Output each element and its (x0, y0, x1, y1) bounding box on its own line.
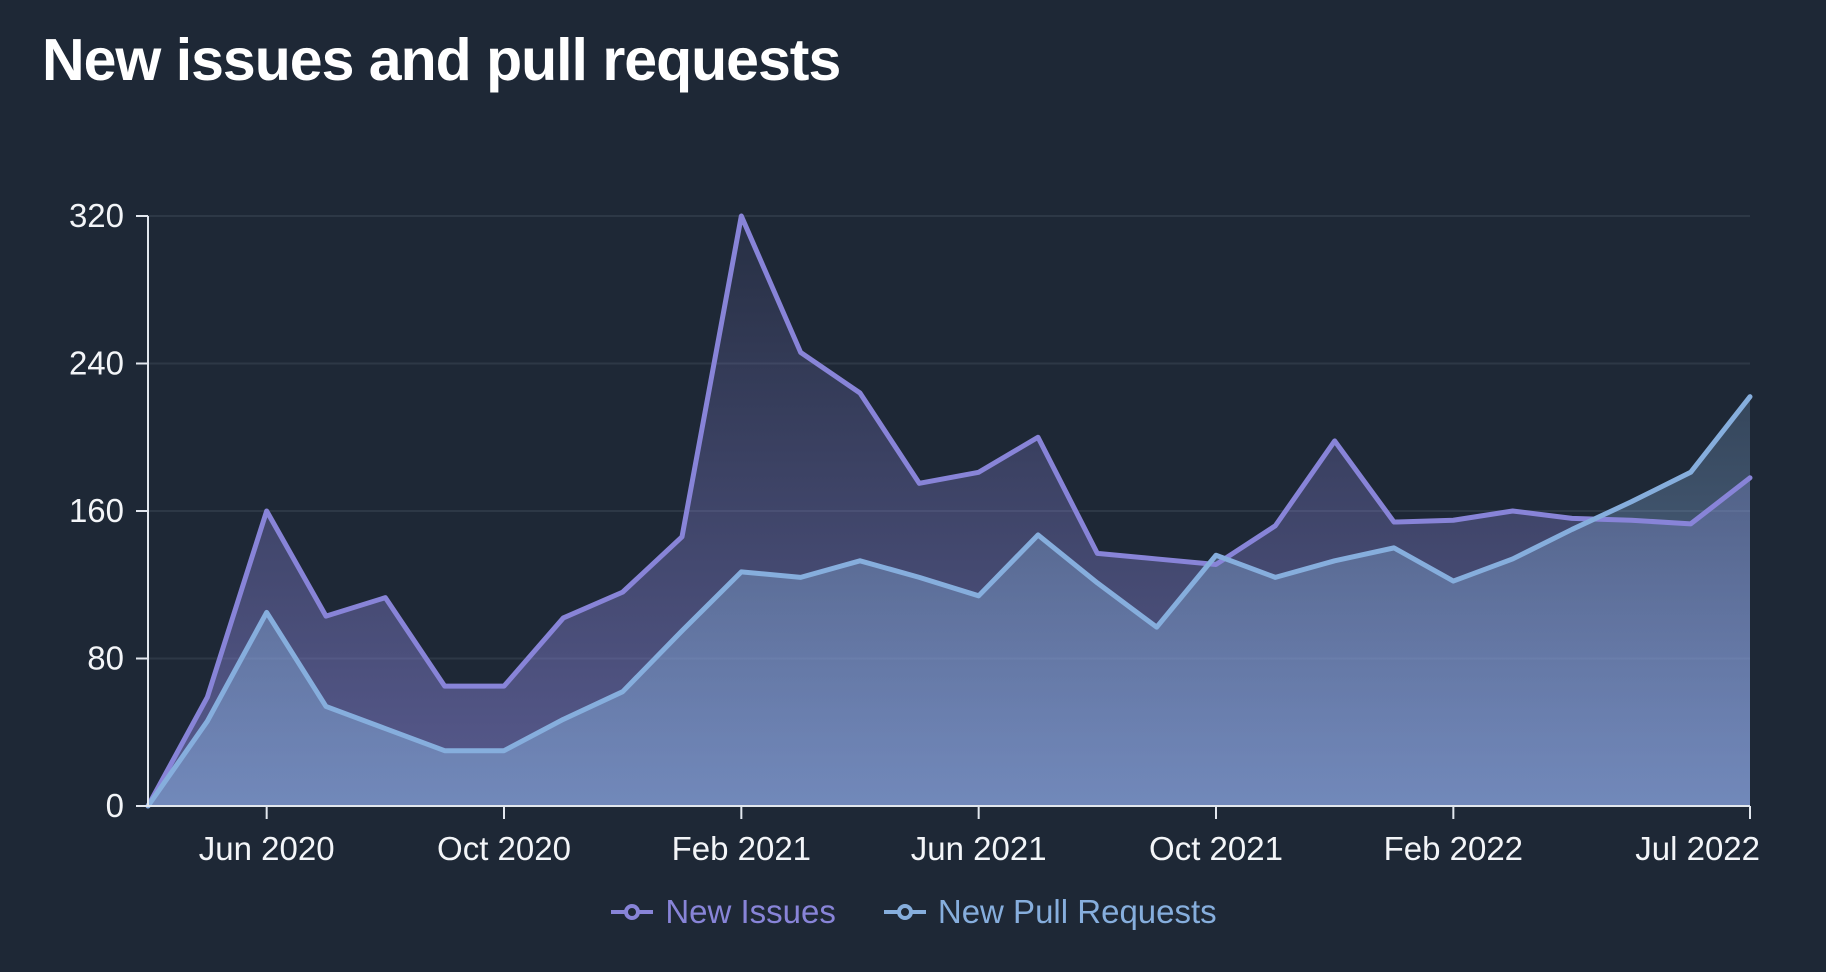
line-marker-icon (883, 904, 926, 920)
svg-text:Jun 2020: Jun 2020 (199, 830, 335, 867)
chart-title: New issues and pull requests (42, 27, 841, 93)
line-marker-icon (611, 904, 654, 920)
series-areas (148, 216, 1750, 806)
axis-labels: 0 80 160 240 320 Jun 2020 Oct 2020 Feb 2021 Jun … (69, 197, 1760, 867)
svg-text:240: 240 (69, 345, 124, 382)
svg-text:0: 0 (106, 787, 124, 824)
svg-text:160: 160 (69, 492, 124, 529)
svg-text:320: 320 (69, 197, 124, 234)
legend-label-new-issues: New Issues (665, 893, 836, 930)
svg-text:80: 80 (87, 640, 124, 677)
svg-text:Oct 2021: Oct 2021 (1149, 830, 1283, 867)
legend-item-new-pull-requests[interactable]: New Pull Requests (882, 893, 1217, 931)
svg-text:Feb 2021: Feb 2021 (672, 830, 811, 867)
svg-text:Oct 2020: Oct 2020 (437, 830, 571, 867)
svg-text:Jun 2021: Jun 2021 (911, 830, 1047, 867)
legend: New Issues New Pull Requests (0, 893, 1826, 931)
series-lines (145, 213, 1753, 809)
legend-item-new-issues[interactable]: New Issues (609, 893, 836, 931)
legend-label-new-pull-requests: New Pull Requests (937, 893, 1217, 930)
svg-text:Jul 2022: Jul 2022 (1635, 830, 1760, 867)
svg-text:Feb 2022: Feb 2022 (1384, 830, 1523, 867)
axes (136, 215, 1751, 819)
